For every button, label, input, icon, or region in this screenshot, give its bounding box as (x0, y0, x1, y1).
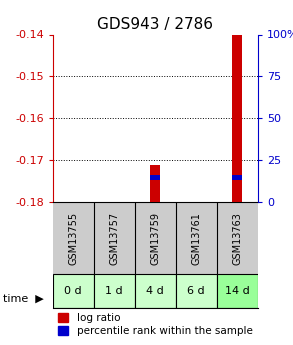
Bar (232, 175, 242, 180)
Text: 1 d: 1 d (105, 286, 123, 296)
Text: 0 d: 0 d (64, 286, 82, 296)
Text: 4 d: 4 d (146, 286, 164, 296)
Text: 6 d: 6 d (188, 286, 205, 296)
Bar (232, 34, 242, 203)
Text: GSM13757: GSM13757 (109, 212, 119, 265)
Text: GSM13759: GSM13759 (150, 212, 160, 265)
FancyBboxPatch shape (176, 274, 217, 308)
FancyBboxPatch shape (135, 274, 176, 308)
Text: GSM13763: GSM13763 (232, 212, 242, 265)
Title: GDS943 / 2786: GDS943 / 2786 (97, 17, 213, 32)
Legend: log ratio, percentile rank within the sample: log ratio, percentile rank within the sa… (58, 313, 253, 336)
Bar (150, 175, 161, 180)
Text: GSM13761: GSM13761 (191, 212, 201, 265)
FancyBboxPatch shape (94, 274, 135, 308)
Text: GSM13755: GSM13755 (68, 212, 78, 265)
Text: 14 d: 14 d (225, 286, 250, 296)
Text: time  ▶: time ▶ (3, 294, 44, 303)
FancyBboxPatch shape (217, 274, 258, 308)
FancyBboxPatch shape (53, 274, 94, 308)
Bar (150, 165, 161, 203)
